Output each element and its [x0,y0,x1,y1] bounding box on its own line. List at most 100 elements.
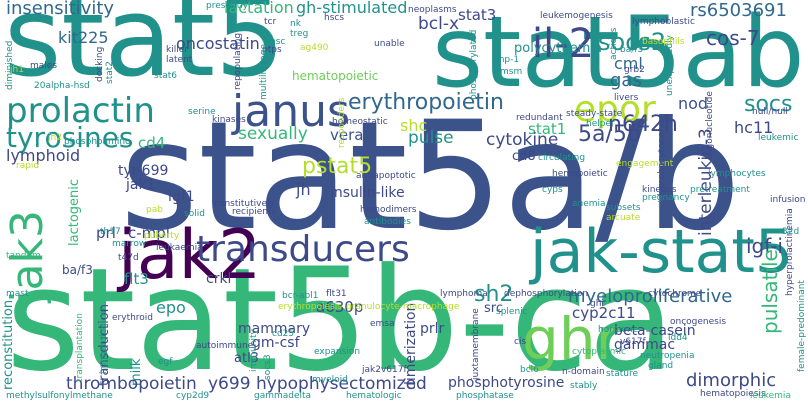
word: emsa [370,319,395,329]
word: steady-state [566,109,623,119]
word: hscs [324,13,345,23]
word: hc11 [734,118,774,137]
word: infusion [770,195,806,205]
word: oligonucleotide [705,91,715,160]
word: oncogenesis [670,317,727,327]
word: lymphoid [6,146,81,165]
word: arcuate [606,213,641,223]
word: egf [158,357,173,367]
word: serine [188,107,216,117]
word: stat5ab [432,0,805,110]
word: jh [296,180,311,199]
word: socs [744,92,793,117]
word: transplantation [75,313,85,382]
word: polycythemia [514,41,602,56]
word: hypophysectomized [256,374,427,394]
word: il-2 [532,21,595,67]
word: livers [614,93,639,103]
word: n-domain [562,367,605,377]
word: shp-1 [494,55,520,65]
word: jak2 [118,216,262,295]
word: th17 [100,227,121,237]
word: beta-casein [614,323,696,339]
word: antibodies [364,217,411,227]
word: grb2 [624,65,645,75]
word: atl3 [234,351,259,366]
word: jak-stat5 [530,217,794,287]
word: myeloproliferative [568,286,733,307]
word: antiapoptotic [356,171,416,181]
word: null/null [752,107,788,117]
word: hematologic [346,391,402,401]
word: cytokine [486,130,559,150]
word: epo [156,298,186,317]
word: cos-7 [706,26,760,50]
word: dimorphic [686,370,777,391]
word: pab [146,205,163,215]
word: cyp2c11 [572,304,636,322]
word: prlr [420,321,445,337]
word: stat5 [4,0,285,101]
word: jak1 [126,177,156,193]
word: tcr [264,17,277,27]
word: kit225 [58,28,109,47]
word: splenic [496,307,528,317]
word: erythropoietin [348,90,504,115]
word: 20alpha-hsd [34,81,90,91]
word: hormone [598,325,639,335]
word: cd25 [272,329,295,339]
word: redundant [516,113,563,123]
word: jak2v617f [362,365,407,375]
word: lactation [224,0,294,17]
word: nk [290,19,301,29]
word: gm-csf [252,335,300,351]
word: hematopoiesis [700,389,766,399]
word: idd4 [668,333,688,343]
word: igf-i [746,234,783,258]
word: helper [586,119,615,129]
word: homeostatic [332,117,388,127]
word: hemopoietic [552,169,608,179]
word: tyr-699 [118,163,169,179]
word: flt3 [124,270,149,288]
word: stably [570,381,598,391]
word: gammadelta [254,391,312,401]
word: docking [95,46,105,82]
word: cd4 [138,134,166,152]
word: immunological [99,307,109,374]
word: insulin-like [330,185,405,201]
word: engagement [616,159,674,169]
word: y699 [208,374,251,394]
word: reconstitution [1,299,16,390]
word: pregnancy [642,193,690,203]
word: src [484,301,503,316]
word: lymphocytopenia [657,118,667,196]
word: rapid [16,161,40,171]
word: ba/f3 [620,45,644,55]
word: jh2 [48,133,62,143]
word: cyps [542,185,563,195]
word: vera [330,126,364,144]
word: oncostatin [176,34,260,53]
word: actions [609,27,619,60]
word: 32d [782,227,800,237]
word: males [30,61,58,71]
word: phosphorylated [469,29,479,100]
word: cyp2d9 [176,391,210,401]
word: jh1 [10,65,24,75]
word: neutropenia [640,351,695,361]
word: phosphoamino [64,137,131,147]
word: transducers [196,229,410,270]
word: cml [614,54,643,73]
word: cis [514,337,527,347]
word: cd8 [512,149,536,164]
word: killer [166,45,188,55]
word: bcr-abl1 [282,291,319,301]
word: socs2 [598,28,667,56]
word: methylsulfonylmethane [6,391,113,401]
word: multilineage [259,43,269,100]
word: myeloid [312,375,348,385]
word: cytoplasmic [572,347,626,357]
word: leukaemia [156,243,203,253]
